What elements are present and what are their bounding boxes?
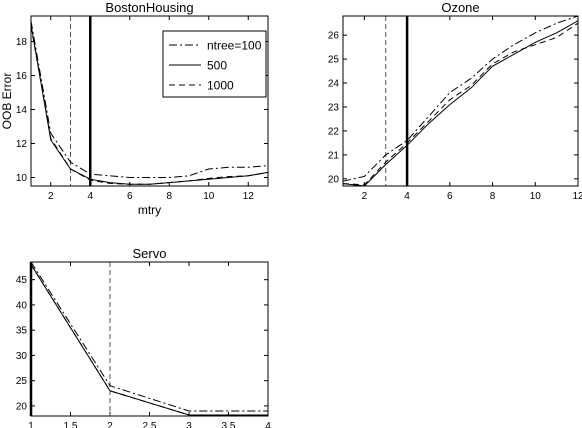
series-line bbox=[31, 21, 268, 178]
chart-0: BostonHousing 2 4 6 8 10 12 10 12 14 16 18 mtry OOB E… bbox=[0, 0, 269, 217]
x-tick-label: 8 bbox=[490, 191, 496, 202]
x-tick-label: 2 bbox=[362, 191, 368, 202]
chart-title: Ozone bbox=[441, 0, 479, 15]
y-tick-label: 25 bbox=[16, 376, 28, 387]
x-tick-label: 6 bbox=[127, 191, 133, 202]
legend-box bbox=[162, 30, 267, 98]
y-tick-label: 20 bbox=[328, 174, 340, 185]
series-line bbox=[31, 264, 268, 416]
x-tick-label: 4 bbox=[265, 421, 271, 428]
x-tick-label: 10 bbox=[203, 191, 215, 202]
chart-2: Servo 1 1.5 2 2.5 3 3.5 4 20 25 30 35 40 45 bbox=[16, 246, 271, 428]
y-tick-label: 21 bbox=[328, 150, 340, 161]
y-tick-label: 23 bbox=[328, 102, 340, 113]
y-tick-label: 24 bbox=[328, 79, 340, 90]
x-tick-label: 2 bbox=[107, 421, 113, 428]
x-tick-label: 2 bbox=[48, 191, 54, 202]
y-tick-label: 16 bbox=[16, 71, 28, 82]
chart-title: BostonHousing bbox=[105, 0, 193, 15]
series-line bbox=[343, 16, 578, 182]
x-tick-label: 1 bbox=[28, 421, 34, 428]
legend: ntree=100 500 1000 bbox=[162, 30, 267, 98]
series-line bbox=[31, 262, 268, 412]
x-tick-label: 8 bbox=[166, 191, 172, 202]
x-tick-label: 3.5 bbox=[222, 421, 236, 428]
y-tick-label: 45 bbox=[16, 275, 28, 286]
x-tick-label: 12 bbox=[243, 191, 255, 202]
legend-label: 500 bbox=[207, 59, 227, 73]
x-tick-label: 12 bbox=[572, 191, 582, 202]
y-tick-label: 14 bbox=[16, 105, 28, 116]
x-tick-label: 4 bbox=[87, 191, 93, 202]
y-tick-label: 35 bbox=[16, 326, 28, 337]
x-tick-label: 1.5 bbox=[64, 421, 78, 428]
x-axis-label: mtry bbox=[138, 203, 161, 217]
x-tick-label: 2.5 bbox=[143, 421, 157, 428]
y-tick-label: 20 bbox=[16, 401, 28, 412]
legend-label: ntree=100 bbox=[207, 39, 262, 53]
series-line bbox=[343, 22, 578, 186]
y-tick-label: 12 bbox=[16, 139, 28, 150]
y-tick-label: 30 bbox=[16, 351, 28, 362]
series-line bbox=[31, 264, 268, 416]
y-axis-label: OOB Error bbox=[0, 73, 14, 130]
y-tick-label: 10 bbox=[16, 173, 28, 184]
legend-label: 1000 bbox=[207, 79, 234, 93]
axes-box bbox=[30, 261, 269, 417]
y-tick-label: 25 bbox=[328, 55, 340, 66]
series-line bbox=[31, 26, 268, 185]
x-tick-label: 4 bbox=[404, 191, 410, 202]
chart-title: Servo bbox=[133, 246, 167, 261]
y-tick-label: 26 bbox=[328, 31, 340, 42]
axes-box bbox=[342, 15, 579, 187]
series-line bbox=[343, 20, 578, 186]
y-tick-label: 40 bbox=[16, 300, 28, 311]
y-tick-label: 18 bbox=[16, 37, 28, 48]
x-tick-label: 10 bbox=[530, 191, 542, 202]
x-tick-label: 6 bbox=[447, 191, 453, 202]
y-tick-label: 22 bbox=[328, 126, 340, 137]
axes-box bbox=[30, 15, 269, 187]
x-tick-label: 3 bbox=[186, 421, 192, 428]
